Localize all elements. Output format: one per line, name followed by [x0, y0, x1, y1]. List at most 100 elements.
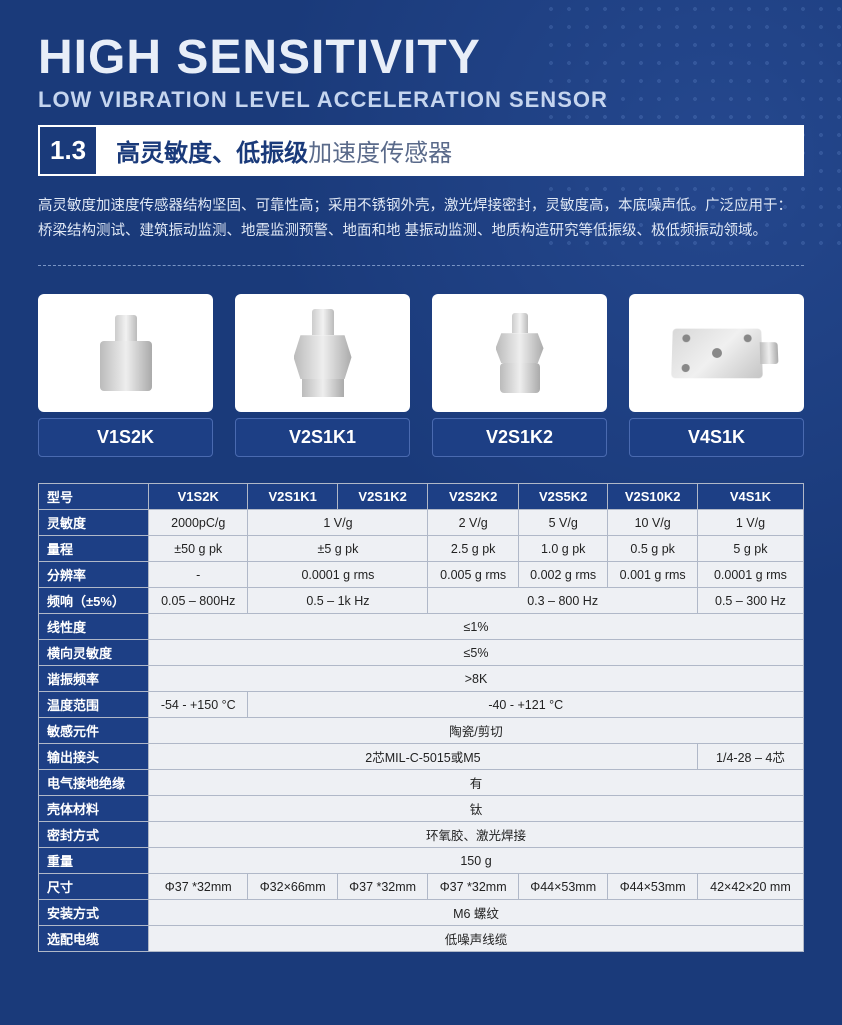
- td: -40 - +121 °C: [248, 692, 804, 718]
- product-image: [432, 294, 607, 412]
- row-label: 选配电缆: [39, 926, 149, 952]
- td: Φ44×53mm: [518, 874, 607, 900]
- row-label: 密封方式: [39, 822, 149, 848]
- table-row: 横向灵敏度 ≤5%: [39, 640, 804, 666]
- section-title-light: 加速度传感器: [308, 133, 452, 168]
- td: -: [149, 562, 248, 588]
- td: -54 - +150 °C: [149, 692, 248, 718]
- product-card: V2S1K1: [235, 294, 410, 457]
- td: ±5 g pk: [248, 536, 428, 562]
- row-label: 敏感元件: [39, 718, 149, 744]
- row-label: 电气接地绝缘: [39, 770, 149, 796]
- td: 0.05 – 800Hz: [149, 588, 248, 614]
- table-row: 温度范围 -54 - +150 °C -40 - +121 °C: [39, 692, 804, 718]
- row-label: 温度范围: [39, 692, 149, 718]
- td: 陶瓷/剪切: [149, 718, 804, 744]
- td: 钛: [149, 796, 804, 822]
- section-title-bold: 高灵敏度、低振级: [116, 133, 308, 168]
- subtitle-english: LOW VIBRATION LEVEL ACCELERATION SENSOR: [38, 87, 804, 113]
- table-header-row: 型号 V1S2K V2S1K1 V2S1K2 V2S2K2 V2S5K2 V2S…: [39, 484, 804, 510]
- table-row: 频响（±5%） 0.05 – 800Hz 0.5 – 1k Hz 0.3 – 8…: [39, 588, 804, 614]
- td: 低噪声线缆: [149, 926, 804, 952]
- td: 0.0001 g rms: [697, 562, 803, 588]
- product-label: V4S1K: [629, 418, 804, 457]
- td: 0.005 g rms: [428, 562, 519, 588]
- table-row: 谐振频率 >8K: [39, 666, 804, 692]
- td: 42×42×20 mm: [697, 874, 803, 900]
- table-row: 选配电缆 低噪声线缆: [39, 926, 804, 952]
- td: 0.5 g pk: [608, 536, 697, 562]
- row-label: 壳体材料: [39, 796, 149, 822]
- td: 有: [149, 770, 804, 796]
- td: 5 V/g: [518, 510, 607, 536]
- td: 环氧胶、激光焊接: [149, 822, 804, 848]
- th: V1S2K: [149, 484, 248, 510]
- row-label: 安装方式: [39, 900, 149, 926]
- description-text: 高灵敏度加速度传感器结构坚固、可靠性高；采用不锈钢外壳，激光焊接密封，灵敏度高，…: [38, 194, 804, 243]
- th: V4S1K: [697, 484, 803, 510]
- td: >8K: [149, 666, 804, 692]
- table-row: 尺寸 Φ37 *32mm Φ32×66mm Φ37 *32mm Φ37 *32m…: [39, 874, 804, 900]
- product-card: V4S1K: [629, 294, 804, 457]
- table-row: 敏感元件 陶瓷/剪切: [39, 718, 804, 744]
- th: V2S2K2: [428, 484, 519, 510]
- row-label: 灵敏度: [39, 510, 149, 536]
- page-content: HIGH SENSITIVITY LOW VIBRATION LEVEL ACC…: [0, 0, 842, 952]
- divider: [38, 265, 804, 266]
- td: 0.5 – 300 Hz: [697, 588, 803, 614]
- table-row: 密封方式 环氧胶、激光焊接: [39, 822, 804, 848]
- td: 1 V/g: [697, 510, 803, 536]
- td: Φ37 *32mm: [337, 874, 428, 900]
- row-label: 尺寸: [39, 874, 149, 900]
- title-english: HIGH SENSITIVITY: [38, 30, 804, 85]
- table-row: 量程 ±50 g pk ±5 g pk 2.5 g pk 1.0 g pk 0.…: [39, 536, 804, 562]
- product-label: V2S1K2: [432, 418, 607, 457]
- row-label: 量程: [39, 536, 149, 562]
- td: 0.0001 g rms: [248, 562, 428, 588]
- th: V2S5K2: [518, 484, 607, 510]
- td: 2芯MIL-C-5015或M5: [149, 744, 698, 770]
- product-image: [38, 294, 213, 412]
- td: ≤5%: [149, 640, 804, 666]
- table-row: 输出接头 2芯MIL-C-5015或M5 1/4-28 – 4芯: [39, 744, 804, 770]
- table-row: 电气接地绝缘 有: [39, 770, 804, 796]
- td: M6 螺纹: [149, 900, 804, 926]
- section-title: 高灵敏度、低振级加速度传感器: [98, 125, 804, 176]
- product-card: V1S2K: [38, 294, 213, 457]
- th: V2S10K2: [608, 484, 697, 510]
- table-row: 壳体材料 钛: [39, 796, 804, 822]
- td: 2 V/g: [428, 510, 519, 536]
- product-card: V2S1K2: [432, 294, 607, 457]
- product-image: [235, 294, 410, 412]
- td: 0.3 – 800 Hz: [428, 588, 698, 614]
- td: 10 V/g: [608, 510, 697, 536]
- td: 1 V/g: [248, 510, 428, 536]
- product-row: V1S2K V2S1K1 V2S1K2: [38, 294, 804, 457]
- row-label: 重量: [39, 848, 149, 874]
- product-image: [629, 294, 804, 412]
- td: 5 g pk: [697, 536, 803, 562]
- row-label: 谐振频率: [39, 666, 149, 692]
- td: Φ37 *32mm: [428, 874, 519, 900]
- td: ±50 g pk: [149, 536, 248, 562]
- product-label: V1S2K: [38, 418, 213, 457]
- td: 2000pC/g: [149, 510, 248, 536]
- row-label: 线性度: [39, 614, 149, 640]
- table-row: 重量 150 g: [39, 848, 804, 874]
- table-row: 灵敏度 2000pC/g 1 V/g 2 V/g 5 V/g 10 V/g 1 …: [39, 510, 804, 536]
- td: 0.002 g rms: [518, 562, 607, 588]
- section-number: 1.3: [38, 125, 98, 176]
- row-label: 横向灵敏度: [39, 640, 149, 666]
- td: 1/4-28 – 4芯: [697, 744, 803, 770]
- table-row: 安装方式 M6 螺纹: [39, 900, 804, 926]
- th: V2S1K2: [337, 484, 428, 510]
- section-header: 1.3 高灵敏度、低振级加速度传感器: [38, 125, 804, 176]
- table-row: 线性度 ≤1%: [39, 614, 804, 640]
- td: 1.0 g pk: [518, 536, 607, 562]
- td: 2.5 g pk: [428, 536, 519, 562]
- th: V2S1K1: [248, 484, 337, 510]
- product-label: V2S1K1: [235, 418, 410, 457]
- td: ≤1%: [149, 614, 804, 640]
- td: 0.5 – 1k Hz: [248, 588, 428, 614]
- th: 型号: [39, 484, 149, 510]
